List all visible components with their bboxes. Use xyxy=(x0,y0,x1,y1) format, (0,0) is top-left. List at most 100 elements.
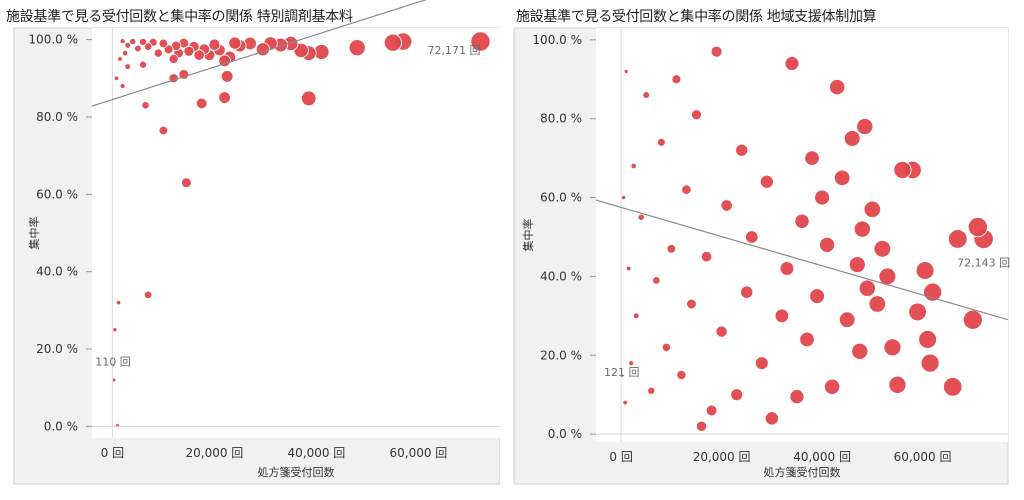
data-points xyxy=(620,45,994,432)
y-tick-label: 20.0 % xyxy=(36,342,78,356)
y-tick-label: 60.0 % xyxy=(36,187,78,201)
data-point xyxy=(220,69,234,83)
data-point xyxy=(218,54,231,68)
data-point xyxy=(819,236,836,253)
y-tick-label: 40.0 % xyxy=(540,269,582,283)
data-point xyxy=(178,69,190,80)
data-point xyxy=(893,160,912,180)
data-point xyxy=(628,360,635,367)
data-point xyxy=(195,97,208,110)
y-tick-label: 60.0 % xyxy=(540,191,582,205)
data-point xyxy=(873,239,892,258)
data-point xyxy=(942,377,963,397)
data-point xyxy=(754,356,769,371)
plot-inner xyxy=(596,28,1008,442)
y-axis-title: 集中率 xyxy=(27,217,41,250)
data-point xyxy=(700,250,713,263)
data-point xyxy=(117,56,123,62)
x-tick-label: 0 回 xyxy=(609,450,632,464)
data-point xyxy=(920,353,940,373)
data-point xyxy=(114,422,121,429)
data-point xyxy=(843,129,861,147)
data-point xyxy=(868,295,887,313)
data-point xyxy=(470,31,491,52)
scatter-chart: 0.0 % 20.0 % 40.0 % 60.0 % 80.0 % 100.0 % 0 回 2… xyxy=(13,0,500,485)
data-point xyxy=(124,63,132,71)
axis-ticks: 0.0 % 20.0 % 40.0 % 60.0 % 80.0 % 100.0 % 0 回 2… xyxy=(532,28,1010,464)
y-tick-label: 40.0 % xyxy=(36,265,78,279)
data-point xyxy=(623,68,629,75)
y-tick-label: 20.0 % xyxy=(540,348,582,362)
data-point xyxy=(119,82,126,90)
data-point xyxy=(888,375,907,394)
chart-title: 施設基準で見る受付回数と集中率の関係 特別調剤基本料 xyxy=(6,9,353,25)
data-point xyxy=(119,38,126,45)
y-tick-label: 100.0 % xyxy=(532,33,582,47)
data-point xyxy=(853,220,871,238)
data-point xyxy=(715,325,728,338)
chart-panel-chiiki: 施設基準で見る受付回数と集中率の関係 地域支援体制加算 0.0 % 20.0 % 4… xyxy=(510,0,1010,500)
data-point xyxy=(774,308,790,324)
data-point xyxy=(180,177,192,189)
data-point xyxy=(168,53,179,65)
data-point xyxy=(883,338,902,357)
data-point xyxy=(858,279,876,297)
x-tick-label: 0 回 xyxy=(101,446,124,460)
data-point xyxy=(632,312,640,320)
data-point xyxy=(661,342,671,353)
data-point xyxy=(300,90,317,107)
annotation-label: 72,171 回 xyxy=(427,44,480,57)
y-axis-title: 集中率 xyxy=(521,219,535,252)
y-tick-label: 100.0 % xyxy=(28,33,78,47)
annotation-label: 110 回 xyxy=(95,355,131,368)
data-point xyxy=(745,230,759,244)
data-point xyxy=(720,199,733,212)
data-point xyxy=(630,162,637,170)
data-point xyxy=(848,256,866,274)
data-point xyxy=(856,117,874,136)
data-point xyxy=(255,42,270,57)
data-point xyxy=(651,276,661,285)
data-point xyxy=(656,137,666,147)
data-point xyxy=(824,378,841,395)
data-point xyxy=(647,386,656,395)
data-point xyxy=(967,217,988,238)
data-point xyxy=(218,91,231,104)
data-point xyxy=(158,38,169,49)
data-point xyxy=(695,420,708,432)
x-tick-label: 40,000 回 xyxy=(793,450,851,464)
data-point xyxy=(642,91,651,99)
data-point xyxy=(666,243,677,254)
data-point xyxy=(228,36,242,50)
data-point xyxy=(759,174,774,189)
x-tick-label: 20,000 回 xyxy=(185,446,243,460)
data-point xyxy=(622,400,628,405)
data-point xyxy=(947,229,968,249)
data-point xyxy=(923,282,943,302)
data-point xyxy=(348,39,366,57)
data-point xyxy=(918,330,938,349)
y-tick-label: 0.0 % xyxy=(548,427,582,441)
data-point xyxy=(121,49,129,57)
data-point xyxy=(138,37,148,47)
data-point xyxy=(908,302,927,322)
data-point xyxy=(705,404,718,417)
axis-ticks: 0.0 % 20.0 % 40.0 % 60.0 % 80.0 % 100.0 % 0 回 2… xyxy=(28,0,500,460)
data-point xyxy=(183,45,195,57)
x-tick-label: 60,000 回 xyxy=(894,450,952,464)
data-point xyxy=(833,169,851,187)
data-point xyxy=(671,74,682,85)
plot-inner xyxy=(92,28,500,438)
trend-line xyxy=(595,199,1009,321)
data-point xyxy=(863,200,882,219)
x-tick-label: 60,000 回 xyxy=(389,446,447,460)
x-tick-label: 40,000 回 xyxy=(287,446,345,460)
data-point xyxy=(143,42,153,51)
data-point xyxy=(124,42,132,49)
data-point xyxy=(621,195,626,200)
data-point xyxy=(193,49,205,61)
x-axis-title: 処方箋受付回数 xyxy=(258,465,335,479)
data-point xyxy=(129,37,137,46)
data-point xyxy=(838,311,856,329)
data-point xyxy=(740,285,754,299)
